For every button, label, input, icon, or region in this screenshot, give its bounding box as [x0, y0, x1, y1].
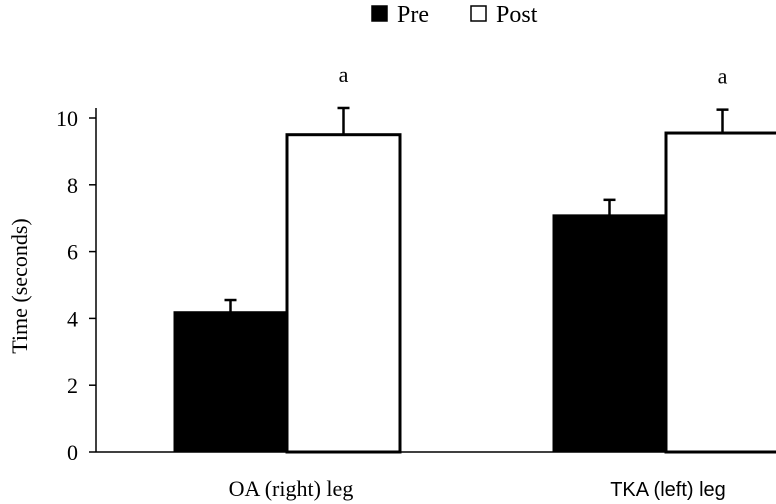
significance-annotation: a — [339, 62, 349, 87]
y-tick-label: 0 — [67, 440, 78, 465]
legend-swatch-post — [470, 5, 487, 22]
legend: Pre Post — [371, 2, 538, 28]
bar-pre-0 — [173, 311, 288, 453]
significance-annotation: a — [718, 64, 728, 89]
bar-pre-1 — [552, 214, 667, 453]
legend-label-post: Post — [496, 2, 538, 28]
bar-post-1 — [664, 131, 776, 454]
bar-post-0 — [285, 133, 402, 454]
y-tick-label: 8 — [67, 173, 78, 198]
category-label-oa: OA (right) leg — [229, 476, 354, 501]
plot-area: 0 2 4 6 8 10 a a — [56, 62, 776, 465]
y-tick-label: 6 — [67, 240, 78, 265]
y-axis-title: Time (seconds) — [7, 218, 32, 353]
y-tick-label: 4 — [67, 306, 78, 331]
category-label-tka: TKA (left) leg — [610, 479, 726, 501]
legend-swatch-pre — [371, 5, 388, 22]
y-tick-label: 2 — [67, 373, 78, 398]
y-tick-label: 10 — [56, 106, 78, 131]
legend-label-pre: Pre — [397, 2, 429, 28]
